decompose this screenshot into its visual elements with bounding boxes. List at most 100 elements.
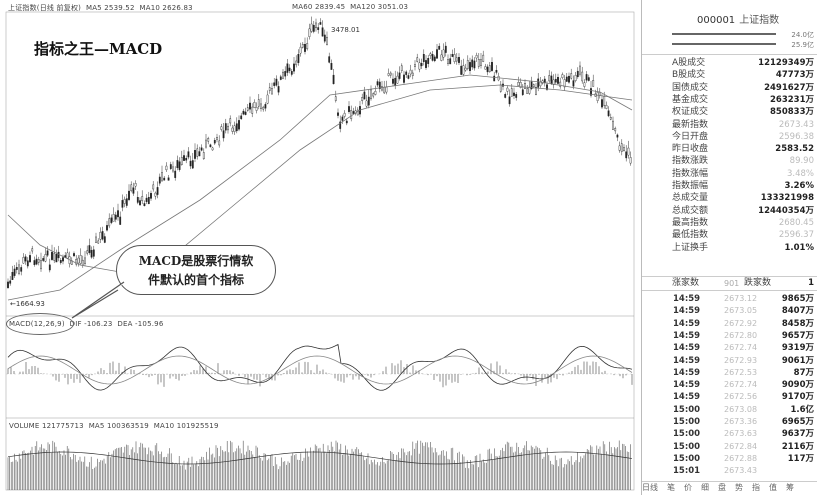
- candle-body: [488, 65, 491, 72]
- candle-body: [508, 96, 511, 105]
- stat-value: 12129349万: [758, 58, 814, 68]
- panel-tab[interactable]: 日线: [642, 483, 658, 492]
- candle-body: [455, 57, 458, 62]
- candle-body: [392, 78, 394, 84]
- candle-body: [513, 92, 515, 96]
- candle-body: [609, 117, 612, 120]
- candle-body: [196, 148, 199, 157]
- candle-body: [20, 267, 23, 272]
- index-stat-row: 最新指数 2673.43: [642, 120, 817, 131]
- candle-body: [145, 197, 148, 202]
- trade-row[interactable]: 15:00 2672.84 2116万: [642, 441, 817, 453]
- trade-row[interactable]: 14:59 2673.12 9865万: [642, 293, 817, 305]
- candle-body: [299, 46, 302, 54]
- candle-body: [130, 184, 133, 191]
- candle-body: [260, 103, 262, 109]
- index-code-title[interactable]: 000001 上证指数: [697, 11, 779, 26]
- candle-body: [330, 63, 333, 70]
- candle-body: [31, 248, 34, 252]
- panel-tab[interactable]: 细: [701, 483, 709, 492]
- macd-highlight-oval: [6, 313, 74, 335]
- stat-label: 今日开盘: [672, 131, 709, 142]
- candle-body: [464, 67, 467, 71]
- candle-body: [15, 267, 18, 270]
- advance-label: 涨家数: [672, 278, 700, 288]
- panel-tab[interactable]: 值: [769, 483, 777, 492]
- trade-row[interactable]: 14:59 2672.53 87万: [642, 367, 817, 379]
- panel-tab[interactable]: 笔: [667, 483, 675, 492]
- candle-body: [288, 67, 291, 71]
- candle-body: [396, 75, 399, 84]
- candle-body: [332, 74, 335, 85]
- candle-body: [565, 76, 568, 82]
- trade-row[interactable]: 14:59 2672.92 8458万: [642, 318, 817, 330]
- candle-body: [378, 81, 381, 90]
- trade-volume: 9657万: [781, 330, 814, 341]
- trade-row[interactable]: 15:00 2673.36 6965万: [642, 416, 817, 428]
- candle-body: [88, 245, 91, 253]
- candle-body: [77, 257, 80, 264]
- trade-row[interactable]: 14:59 2672.80 9657万: [642, 330, 817, 342]
- trade-price: 2673.05: [724, 306, 758, 316]
- trade-row[interactable]: 14:59 2672.93 9061万: [642, 355, 817, 367]
- candle-body: [172, 166, 174, 172]
- trade-volume: 9319万: [781, 343, 814, 354]
- candle-body: [385, 86, 388, 93]
- divider: [642, 481, 817, 482]
- trade-price: 2673.36: [724, 417, 758, 426]
- candle-body: [326, 36, 328, 45]
- candle-body: [477, 59, 480, 67]
- trade-row[interactable]: 15:00 2672.88 117万: [642, 453, 817, 465]
- candle-body: [284, 71, 287, 77]
- stat-label: 指数振幅: [672, 181, 709, 191]
- panel-tab[interactable]: 筹: [786, 483, 794, 492]
- candle-body: [484, 66, 487, 70]
- trade-row[interactable]: 14:59 2672.74 9319万: [642, 342, 817, 354]
- candle-body: [312, 24, 315, 32]
- candle-body: [614, 128, 617, 132]
- candle-body: [152, 184, 155, 190]
- index-stat-row: 总成交量 133321998: [642, 193, 817, 204]
- candle-body: [132, 187, 135, 194]
- candle-body: [409, 69, 412, 75]
- trade-row[interactable]: 15:00 2673.63 9637万: [642, 428, 817, 440]
- trade-row[interactable]: 14:59 2672.74 9090万: [642, 379, 817, 391]
- candle-body: [389, 72, 392, 76]
- ma60-label: MA60 2839.45: [292, 3, 346, 11]
- candle-body: [108, 218, 111, 227]
- chart-area[interactable]: 上证指数(日线 前复权) MA5 2539.52 MA10 2626.83 MA…: [0, 0, 641, 495]
- candle-body: [233, 125, 236, 132]
- candle-body: [242, 110, 245, 115]
- candle-body: [114, 214, 117, 220]
- panel-tab[interactable]: 势: [735, 483, 743, 492]
- index-stat-row: A股成交 12129349万: [642, 58, 817, 69]
- candle-body: [121, 200, 124, 208]
- candle-body: [156, 187, 159, 195]
- candle-body: [400, 65, 403, 71]
- candle-body: [42, 258, 45, 261]
- candle-body: [444, 45, 447, 53]
- candle-body: [301, 44, 304, 48]
- candle-body: [576, 70, 579, 78]
- candle-body: [482, 54, 485, 62]
- trade-row[interactable]: 14:59 2673.05 8407万: [642, 305, 817, 317]
- index-stat-row: 总成交额 12440354万: [642, 206, 817, 217]
- trade-row[interactable]: 15:00 2673.08 1.6亿: [642, 404, 817, 416]
- panel-tab[interactable]: 价: [684, 483, 692, 492]
- panel-tab[interactable]: 盘: [718, 483, 726, 492]
- trade-row[interactable]: 15:01 2673.43: [642, 465, 817, 477]
- trade-volume: 117万: [787, 453, 814, 464]
- panel-tab[interactable]: 指: [752, 483, 760, 492]
- candle-body: [279, 76, 282, 80]
- candle-body: [475, 55, 478, 59]
- volume-ma10: MA10 101925519: [153, 422, 219, 430]
- stat-value: 133321998: [760, 193, 814, 204]
- trade-row[interactable]: 14:59 2672.56 9170万: [642, 391, 817, 403]
- candle-body: [605, 105, 608, 109]
- candle-body: [625, 151, 628, 159]
- chart-canvas[interactable]: [0, 0, 641, 495]
- candle-body: [48, 264, 51, 271]
- trade-time: 14:59: [673, 392, 701, 403]
- candle-body: [429, 53, 432, 56]
- candle-body: [321, 27, 324, 37]
